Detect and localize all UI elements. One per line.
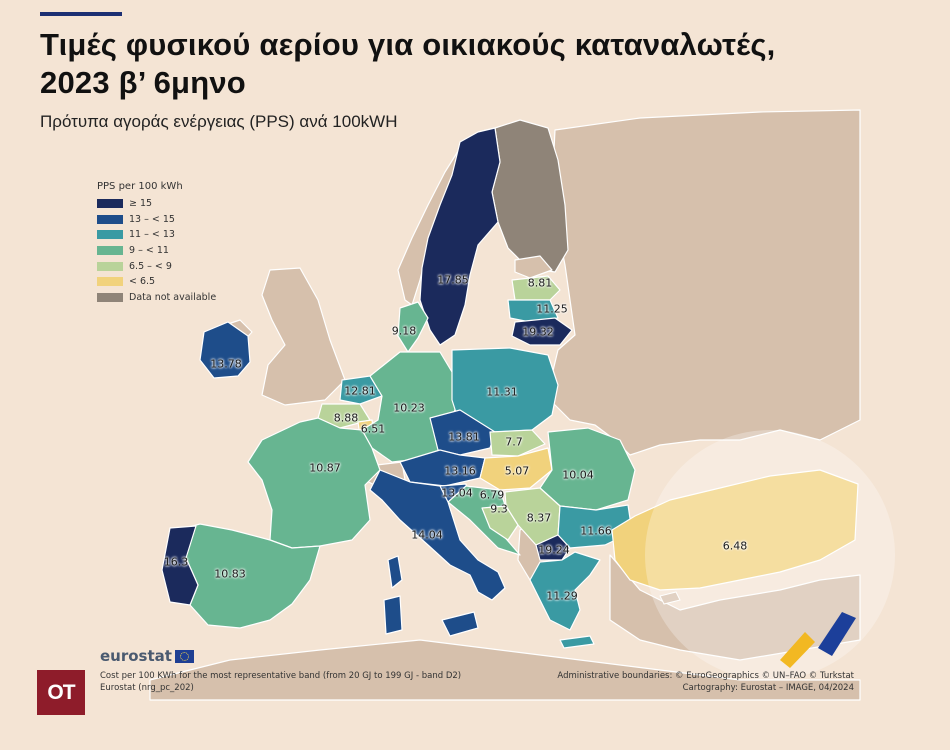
region-croatia	[447, 485, 521, 556]
value-label-serbia: 8.37	[526, 511, 552, 525]
value-label-croatia: 6.79	[479, 488, 505, 502]
region-estonia	[514, 255, 553, 279]
legend-swatch	[97, 261, 123, 271]
eurostat-logo: eurostat	[100, 647, 194, 665]
legend-item: < 6.5	[97, 274, 216, 290]
value-label-netherlands: 12.81	[344, 384, 376, 398]
legend-item: 13 – < 15	[97, 212, 216, 228]
region-belgium	[317, 403, 371, 429]
value-label-luxembourg: 6.51	[360, 422, 386, 436]
value-label-bulgaria: 11.66	[580, 524, 612, 538]
value-label-slovakia: 7.7	[505, 435, 523, 449]
value-label-france: 10.87	[309, 461, 341, 475]
region-great-britain	[261, 267, 346, 406]
region-sweden	[419, 127, 501, 346]
top-accent-rule	[40, 12, 122, 16]
title-line-1: Τιμές φυσικού αερίου για οικιακούς καταν…	[40, 27, 776, 62]
region-middle-east	[609, 554, 861, 661]
page-title: Τιμές φυσικού αερίου για οικιακούς καταν…	[40, 26, 776, 102]
value-label-austria: 13.16	[444, 464, 476, 478]
region-north-macedonia	[535, 534, 571, 561]
legend-label: 9 – < 11	[129, 245, 169, 257]
value-label-lithuania: 19.32	[522, 325, 554, 339]
region-greece	[529, 551, 601, 631]
value-label-slovenia: 13.04	[441, 486, 473, 500]
region-sardinia	[383, 595, 403, 635]
eurostat-wordmark: eurostat	[100, 647, 172, 665]
region-portugal	[161, 525, 199, 606]
glow-circle	[645, 430, 895, 680]
legend-label: 13 – < 15	[129, 213, 175, 225]
value-label-lithuania-top: 11.25	[536, 302, 568, 316]
region-france	[247, 417, 381, 549]
map-legend: PPS per 100 kWh ≥ 15 13 – < 15 11 – < 13…	[97, 181, 216, 305]
value-label-czechia: 13.81	[448, 430, 480, 444]
legend-swatch	[97, 230, 123, 240]
ot-logo: OT	[37, 670, 85, 715]
legend-swatch	[97, 214, 123, 224]
credits-line-1: Administrative boundaries: © EuroGeograp…	[557, 671, 854, 681]
region-ireland	[199, 321, 251, 379]
legend-label: 11 – < 13	[129, 229, 175, 241]
region-corsica	[387, 555, 403, 589]
legend-item: 11 – < 13	[97, 227, 216, 243]
region-italy	[369, 469, 506, 601]
value-label-bosnia: 9.3	[490, 502, 508, 516]
legend-item: 9 – < 11	[97, 243, 216, 259]
source-note-line-1: Cost per 100 KWh for the most representa…	[100, 671, 462, 681]
region-north-africa	[149, 639, 861, 701]
credits-line-2: Cartography: Eurostat – IMAGE, 04/2024	[682, 683, 854, 693]
title-line-2: 2023 β’ 6μηνο	[40, 65, 246, 100]
region-cyprus	[659, 591, 681, 605]
value-label-greece: 11.29	[546, 589, 578, 603]
region-turkey	[611, 469, 859, 591]
region-bosnia	[481, 505, 519, 541]
legend-swatch	[97, 246, 123, 256]
value-label-turkey: 6.48	[722, 539, 748, 553]
value-label-spain: 10.83	[214, 567, 246, 581]
region-latvia	[511, 275, 561, 301]
region-hungary	[479, 447, 553, 491]
value-label-latvia: 8.81	[527, 276, 553, 290]
legend-item: ≥ 15	[97, 196, 216, 212]
value-label-italy: 14.04	[411, 528, 443, 542]
legend-label: ≥ 15	[129, 198, 153, 210]
source-note-line-2: Eurostat (nrg_pc_202)	[100, 683, 194, 693]
legend-swatch	[97, 277, 123, 287]
legend-label: < 6.5	[129, 276, 156, 288]
value-label-ireland: 13.78	[210, 357, 242, 371]
value-label-romania: 10.04	[562, 468, 594, 482]
brand-chevron-icon	[780, 612, 856, 668]
value-label-portugal: 16.3	[163, 555, 189, 569]
region-lithuania	[511, 317, 573, 346]
value-label-sweden: 17.85	[437, 273, 469, 287]
region-netherlands	[339, 375, 383, 405]
legend-label: Data not available	[129, 291, 217, 303]
region-slovakia	[489, 429, 546, 457]
region-crete	[559, 635, 595, 649]
region-sicily	[441, 611, 479, 637]
legend-swatch	[97, 199, 123, 209]
value-label-poland: 11.31	[486, 385, 518, 399]
value-label-denmark: 9.18	[391, 324, 417, 338]
value-label-germany: 10.23	[393, 401, 425, 415]
legend-title: PPS per 100 kWh	[97, 181, 183, 192]
source-note: Cost per 100 KWh for the most representa…	[100, 670, 461, 694]
region-denmark	[397, 301, 429, 353]
region-romania	[539, 427, 636, 511]
legend-label: 6.5 – < 9	[129, 260, 172, 272]
legend-item: 6.5 – < 9	[97, 258, 216, 274]
legend-item: Data not available	[97, 290, 216, 306]
legend-swatch	[97, 292, 123, 302]
region-russia-belarus-ukraine	[549, 109, 861, 456]
credits-note: Administrative boundaries: © EuroGeograp…	[557, 670, 854, 694]
value-label-north-macedonia: 19.24	[538, 543, 570, 557]
value-label-hungary: 5.07	[504, 464, 530, 478]
page-subtitle: Πρότυπα αγοράς ενέργειας (PPS) ανά 100kW…	[40, 112, 398, 131]
eu-flag-icon	[174, 649, 194, 663]
value-label-belgium: 8.88	[333, 411, 359, 425]
